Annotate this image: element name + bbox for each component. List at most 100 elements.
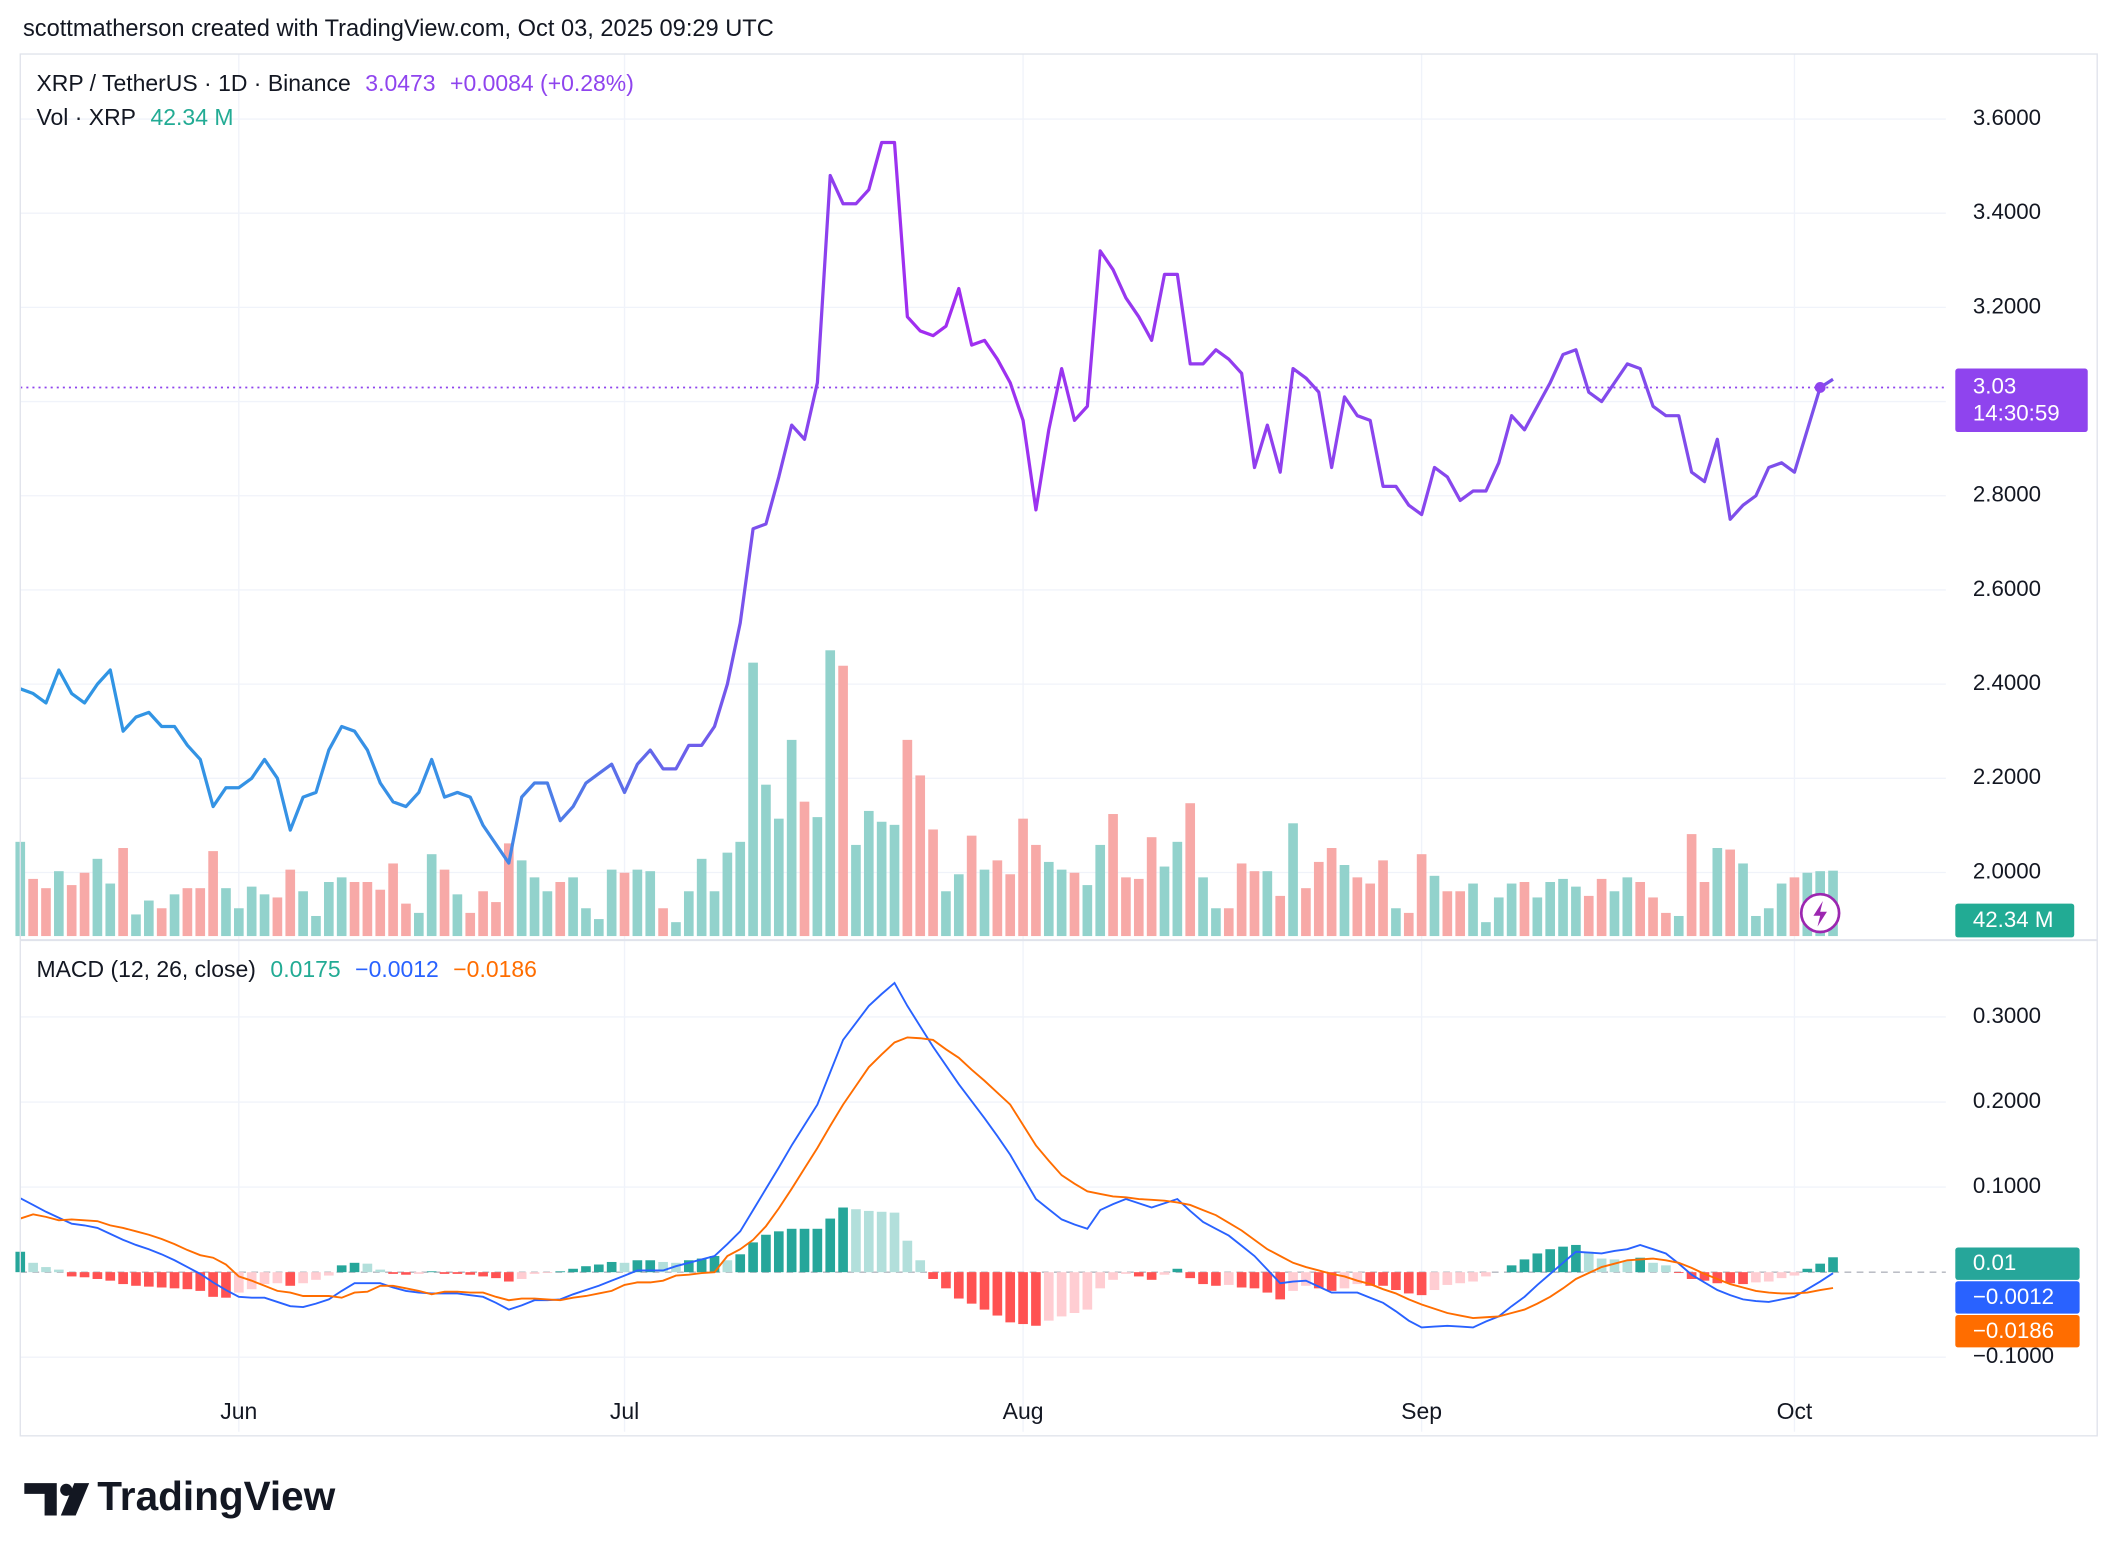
histogram-bar	[696, 1258, 707, 1273]
volume-bar	[709, 891, 720, 937]
volume-bar	[1031, 844, 1041, 937]
macd-label-box	[1955, 1281, 2080, 1314]
volume-bar	[28, 878, 38, 937]
histogram-bar	[401, 1272, 411, 1275]
macd-last: −0.0012	[355, 956, 439, 982]
volume-bar	[1532, 897, 1543, 937]
volume-bar	[298, 891, 308, 937]
histogram-bar	[799, 1228, 810, 1273]
symbol: XRP / TetherUS · 1D · Binance	[36, 70, 350, 96]
volume-bar	[1738, 863, 1748, 937]
histogram-bar	[966, 1272, 977, 1304]
histogram-bar	[1738, 1272, 1748, 1285]
histogram-bar	[1571, 1244, 1581, 1273]
histogram-bar	[1699, 1272, 1710, 1281]
price-tick-label: 3.6000	[1973, 105, 2041, 130]
histogram-bar	[324, 1272, 334, 1276]
volume-bar	[1198, 877, 1208, 937]
histogram-bar	[1802, 1268, 1813, 1273]
price-legend: XRP / TetherUS · 1D · Binance 3.0473 +0.…	[36, 70, 633, 96]
histogram-bar	[1545, 1249, 1556, 1273]
histogram-bar	[195, 1272, 206, 1291]
histogram-bar	[1622, 1261, 1633, 1273]
volume-bar	[786, 739, 797, 937]
volume-bar	[195, 888, 206, 937]
histogram-bar	[851, 1209, 861, 1273]
volume-bar	[208, 851, 218, 937]
volume-bar	[1108, 814, 1118, 937]
histogram-bar	[1198, 1272, 1208, 1285]
histogram-bar	[838, 1207, 848, 1273]
histogram-bar	[761, 1234, 771, 1273]
histogram-bar	[311, 1272, 321, 1280]
histogram-bar	[1056, 1272, 1067, 1317]
volume-bar	[1686, 834, 1697, 937]
histogram-bar	[671, 1262, 681, 1273]
volume-bar	[1609, 891, 1620, 937]
volume-bar	[966, 835, 977, 937]
volume-bar	[979, 869, 990, 937]
histogram-last: 0.0175	[270, 956, 340, 982]
histogram-bar	[79, 1272, 90, 1278]
histogram-bar	[259, 1272, 270, 1285]
histogram-bar	[1429, 1272, 1440, 1291]
volume-bar	[1519, 881, 1530, 937]
volume-bar	[1712, 848, 1723, 937]
volume-bar	[1339, 865, 1350, 937]
price-tick-label: 2.0000	[1973, 858, 2041, 883]
volume-bar	[1635, 881, 1646, 937]
histogram-bar	[285, 1272, 296, 1286]
replay-icon[interactable]	[1799, 892, 1841, 934]
volume-bar	[336, 877, 347, 937]
volume-bar	[748, 662, 758, 937]
histogram-bar	[1712, 1272, 1723, 1284]
histogram-bar	[1776, 1272, 1787, 1279]
volume-bar	[851, 844, 861, 937]
volume-bar	[671, 922, 681, 937]
histogram-bar	[1159, 1272, 1170, 1275]
histogram-bar	[786, 1228, 797, 1273]
volume-bar	[1506, 883, 1517, 937]
histogram-bar	[1391, 1272, 1401, 1291]
histogram-bar	[581, 1266, 591, 1273]
histogram-bar	[915, 1260, 926, 1273]
volume-bar	[863, 810, 874, 937]
histogram-bar	[812, 1228, 823, 1273]
volume-bar	[388, 863, 398, 937]
histogram-bar	[452, 1272, 463, 1274]
volume-bar	[41, 888, 51, 937]
volume-bar	[478, 891, 488, 937]
histogram-bar	[1352, 1272, 1363, 1285]
signal-line	[19, 1036, 1834, 1320]
histogram-bar	[773, 1231, 784, 1273]
histogram-bar	[748, 1242, 758, 1273]
volume-bar	[491, 902, 501, 937]
volume-bar	[221, 888, 231, 937]
histogram-bar	[645, 1260, 656, 1273]
x-tick-label: Jun	[220, 1398, 257, 1424]
histogram-bar	[1648, 1262, 1658, 1273]
histogram-bar	[825, 1218, 836, 1273]
histogram-bar	[1301, 1272, 1311, 1286]
volume-bar	[1391, 908, 1401, 937]
signal-last: −0.0186	[453, 956, 537, 982]
volume-bar	[66, 885, 77, 937]
macd-tick-label: 0.1000	[1973, 1173, 2041, 1198]
histogram-bar	[272, 1272, 283, 1284]
volume-bar	[1301, 888, 1311, 937]
histogram-bar	[298, 1272, 308, 1284]
histogram-bar	[863, 1210, 874, 1273]
volume-label: 42.34 M	[1973, 907, 2054, 932]
histogram-bar	[1635, 1257, 1646, 1273]
volume-bar	[799, 801, 810, 937]
histogram-bar	[1596, 1258, 1607, 1273]
macd-line	[19, 981, 1834, 1329]
volume-bar	[953, 874, 964, 937]
volume-bar	[735, 841, 746, 937]
chart-frame	[19, 53, 2098, 1437]
volume-bar	[606, 869, 617, 937]
volume-bar	[1468, 883, 1478, 937]
volume-bar	[1082, 885, 1093, 937]
histogram-bar	[28, 1262, 38, 1273]
last-price: 3.0473	[365, 70, 435, 96]
